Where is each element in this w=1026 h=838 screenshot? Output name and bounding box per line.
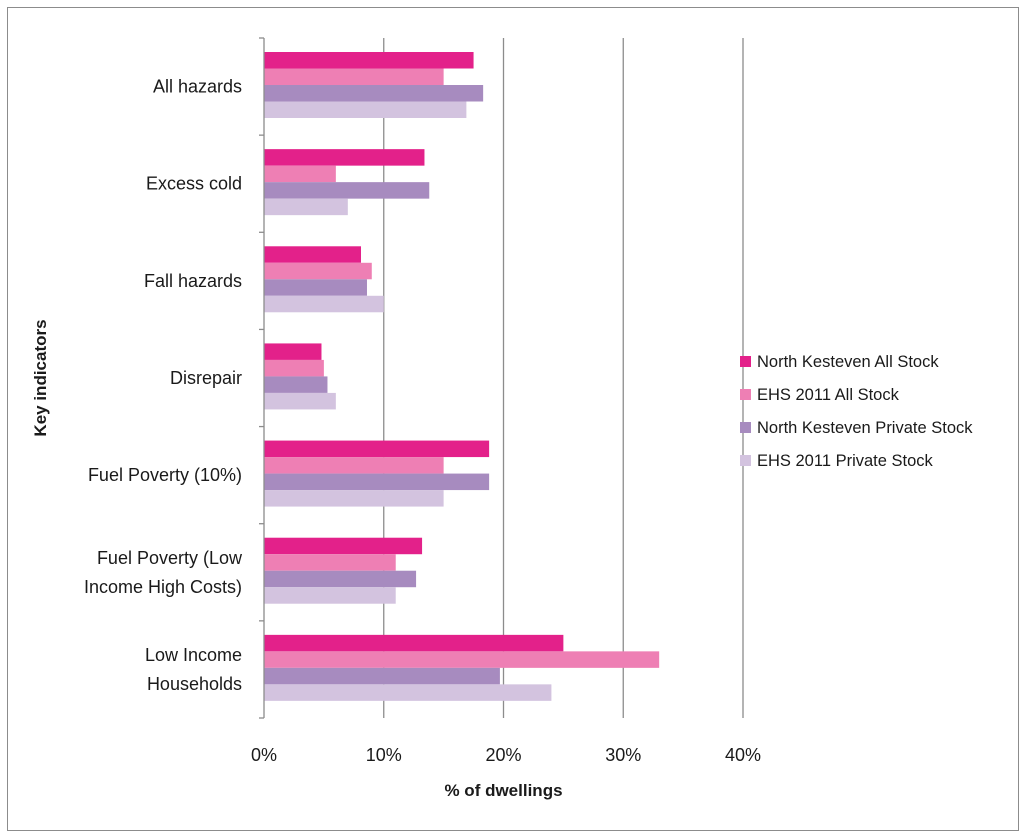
gridlines <box>383 38 744 718</box>
bar <box>264 68 444 85</box>
bar <box>264 101 467 118</box>
bar <box>264 684 552 701</box>
legend: North Kesteven All Stock EHS 2011 All Sto… <box>740 353 973 470</box>
x-tick-label: 0% <box>251 745 277 765</box>
bar <box>264 376 328 393</box>
bar <box>264 343 322 360</box>
y-tick-label: All hazards <box>153 77 242 97</box>
y-axis-title: Key indicators <box>31 319 50 436</box>
legend-swatch <box>740 356 751 367</box>
bar <box>264 392 336 410</box>
legend-swatch <box>740 455 751 466</box>
y-tick-label: Excess cold <box>146 174 242 194</box>
bar <box>264 440 490 458</box>
bars <box>264 52 660 701</box>
bar <box>264 554 396 571</box>
x-tick-label: 40% <box>725 745 761 765</box>
y-tick-labels: All hazards Excess cold Fall hazards Disrep… <box>84 77 243 694</box>
bar <box>264 279 367 296</box>
legend-label: EHS 2011 All Stock <box>757 386 900 404</box>
x-tick-labels: 0% 10% 20% 30% 40% <box>251 745 761 765</box>
bar <box>264 537 423 555</box>
y-tick-label: Fuel Poverty (Low Income High Costs) <box>84 548 243 597</box>
bar <box>264 165 336 183</box>
y-tick-label: Disrepair <box>170 368 242 388</box>
bar <box>264 52 474 69</box>
bar <box>264 457 444 474</box>
legend-label: North Kesteven All Stock <box>757 353 939 371</box>
bar <box>264 490 444 507</box>
bar <box>264 667 500 685</box>
y-tick-label: Low Income Households <box>145 645 242 694</box>
bar <box>264 587 396 604</box>
x-tick-label: 10% <box>366 745 402 765</box>
bar <box>264 570 417 588</box>
legend-swatch <box>740 389 751 400</box>
y-tick-label: Fuel Poverty (10%) <box>88 465 242 485</box>
legend-swatch <box>740 422 751 433</box>
x-axis-title: % of dwellings <box>444 781 562 800</box>
x-tick-label: 20% <box>485 745 521 765</box>
bar <box>264 651 660 668</box>
bar <box>264 246 361 263</box>
bar <box>264 198 348 216</box>
legend-label: North Kesteven Private Stock <box>757 419 973 437</box>
axes <box>259 37 265 719</box>
x-tick-label: 30% <box>605 745 641 765</box>
y-tick-label: Fall hazards <box>144 271 242 291</box>
bar <box>264 295 384 313</box>
bar <box>264 473 490 491</box>
bar <box>264 359 324 377</box>
bar <box>264 634 564 652</box>
bar <box>264 149 425 166</box>
bar <box>264 85 484 102</box>
legend-label: EHS 2011 Private Stock <box>757 452 934 470</box>
bar <box>264 262 372 280</box>
bar <box>264 182 430 199</box>
